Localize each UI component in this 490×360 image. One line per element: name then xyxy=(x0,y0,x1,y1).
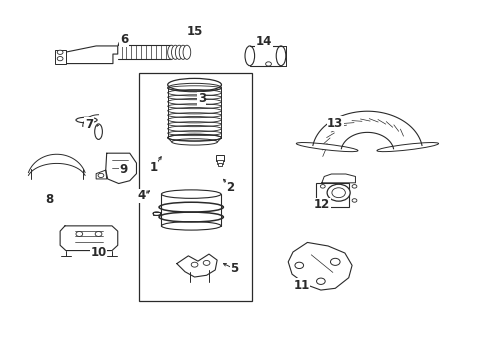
Text: 11: 11 xyxy=(294,279,310,292)
Polygon shape xyxy=(313,111,422,149)
Ellipse shape xyxy=(161,190,221,198)
Circle shape xyxy=(327,184,350,201)
Circle shape xyxy=(95,231,102,237)
Circle shape xyxy=(320,199,325,202)
Bar xyxy=(218,163,222,166)
Circle shape xyxy=(203,260,210,265)
Circle shape xyxy=(98,173,104,177)
Bar xyxy=(55,50,66,64)
Ellipse shape xyxy=(168,78,221,91)
Text: 4: 4 xyxy=(138,189,146,202)
Bar xyxy=(316,183,349,207)
Ellipse shape xyxy=(183,45,191,59)
Bar xyxy=(153,212,161,215)
Text: 14: 14 xyxy=(256,35,272,48)
Text: 7: 7 xyxy=(85,118,93,131)
Ellipse shape xyxy=(175,45,183,59)
Circle shape xyxy=(191,262,198,267)
Ellipse shape xyxy=(76,117,97,123)
Ellipse shape xyxy=(245,46,255,66)
Text: 2: 2 xyxy=(226,181,235,194)
Text: 15: 15 xyxy=(186,25,203,38)
Bar xyxy=(216,155,224,161)
Ellipse shape xyxy=(95,124,102,139)
Ellipse shape xyxy=(179,45,187,59)
Circle shape xyxy=(266,62,271,66)
Circle shape xyxy=(317,278,325,284)
Text: 8: 8 xyxy=(45,193,53,206)
Ellipse shape xyxy=(296,143,358,152)
Circle shape xyxy=(332,188,345,198)
Circle shape xyxy=(84,123,91,129)
Ellipse shape xyxy=(172,45,179,59)
Text: 1: 1 xyxy=(150,161,158,174)
Text: 6: 6 xyxy=(120,33,128,46)
Circle shape xyxy=(352,185,357,188)
Circle shape xyxy=(352,199,357,202)
Text: 10: 10 xyxy=(91,246,107,259)
Circle shape xyxy=(295,262,304,269)
Bar xyxy=(139,73,252,301)
Circle shape xyxy=(57,50,63,54)
Circle shape xyxy=(76,231,83,237)
Text: 5: 5 xyxy=(230,262,239,275)
Bar xyxy=(217,160,223,164)
Text: 13: 13 xyxy=(327,117,343,130)
Circle shape xyxy=(330,258,340,265)
Ellipse shape xyxy=(161,222,221,230)
Ellipse shape xyxy=(276,46,286,66)
Circle shape xyxy=(320,185,325,188)
Text: 9: 9 xyxy=(120,163,128,176)
Ellipse shape xyxy=(377,143,439,152)
Text: 3: 3 xyxy=(198,93,206,105)
Ellipse shape xyxy=(168,45,175,59)
Circle shape xyxy=(57,57,63,61)
Text: 12: 12 xyxy=(314,198,330,211)
